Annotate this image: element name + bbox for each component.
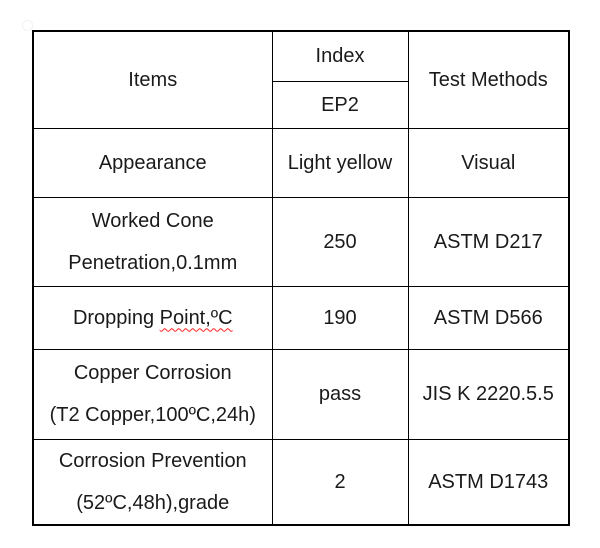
- cell-index-copper-corrosion: pass: [271, 348, 409, 440]
- item-label-line2: (T2 Copper,100ºC,24h): [49, 404, 256, 426]
- cell-item-appearance: Appearance: [32, 127, 273, 198]
- cell-index-appearance: Light yellow: [271, 127, 409, 198]
- item-label-line2: Penetration,0.1mm: [68, 251, 238, 274]
- header-index-label: Index: [315, 45, 365, 68]
- table-row: Copper Corrosion (T2 Copper,100ºC,24h) p…: [32, 348, 570, 440]
- cell-item-dropping-point: Dropping Point,ºC: [32, 285, 273, 350]
- cell-method-worked-cone: ASTM D217: [407, 196, 570, 287]
- cell-method-copper-corrosion: JIS K 2220.5.5: [407, 348, 570, 440]
- item-label: Dropping Point,ºC: [34, 306, 272, 330]
- header-cell-ep2: EP2: [271, 80, 409, 129]
- cell-item-copper-corrosion: Copper Corrosion (T2 Copper,100ºC,24h): [32, 348, 273, 440]
- method-value: ASTM D217: [433, 230, 543, 253]
- index-value: Light yellow: [287, 151, 393, 174]
- header-items-label: Items: [128, 68, 178, 91]
- method-value: ASTM D1743: [428, 470, 549, 493]
- item-label: Appearance: [98, 151, 207, 174]
- header-cell-test-methods: Test Methods: [407, 30, 570, 129]
- header-test-methods-label: Test Methods: [428, 68, 548, 91]
- table-row: Worked Cone Penetration,0.1mm 250 ASTM D…: [32, 196, 570, 287]
- cell-index-corrosion-prevention: 2: [271, 438, 409, 525]
- item-label-line1: Corrosion Prevention: [58, 449, 247, 472]
- table-row: Appearance Light yellow Visual: [32, 127, 570, 198]
- header-cell-index: Index: [271, 30, 409, 82]
- item-label-prefix: Dropping: [72, 306, 160, 329]
- cell-index-dropping-point: 190: [271, 285, 409, 350]
- cell-method-corrosion-prevention: ASTM D1743: [407, 438, 570, 525]
- index-value: 190: [323, 306, 357, 329]
- item-label-line1: Worked Cone: [91, 209, 214, 232]
- table-row: Dropping Point,ºC 190 ASTM D566: [32, 285, 570, 350]
- index-value: 2: [334, 470, 346, 493]
- index-value: 250: [323, 230, 357, 253]
- item-label-line1: Copper Corrosion: [73, 362, 232, 384]
- table-row: Corrosion Prevention (52ºC,48h),grade 2 …: [32, 438, 570, 525]
- item-label-line2: (52ºC,48h),grade: [76, 491, 230, 514]
- header-cell-items: Items: [32, 30, 273, 129]
- cell-index-worked-cone: 250: [271, 196, 409, 287]
- cell-method-appearance: Visual: [407, 127, 570, 198]
- table-move-handle: [22, 20, 33, 31]
- index-value: pass: [318, 383, 362, 405]
- method-value: JIS K 2220.5.5: [422, 383, 554, 405]
- header-ep2-label: EP2: [321, 93, 359, 116]
- cell-item-corrosion-prevention: Corrosion Prevention (52ºC,48h),grade: [32, 438, 273, 525]
- cell-method-dropping-point: ASTM D566: [407, 285, 570, 350]
- method-value: Visual: [461, 151, 516, 174]
- header-row-1: Items Index Test Methods: [32, 30, 570, 129]
- method-value: ASTM D566: [433, 306, 543, 329]
- cell-item-worked-cone: Worked Cone Penetration,0.1mm: [32, 196, 273, 287]
- item-label-spellcheck-flagged: Point,ºC: [159, 306, 233, 329]
- grease-spec-table: Items Index Test Methods EP2 Appearance …: [32, 30, 570, 526]
